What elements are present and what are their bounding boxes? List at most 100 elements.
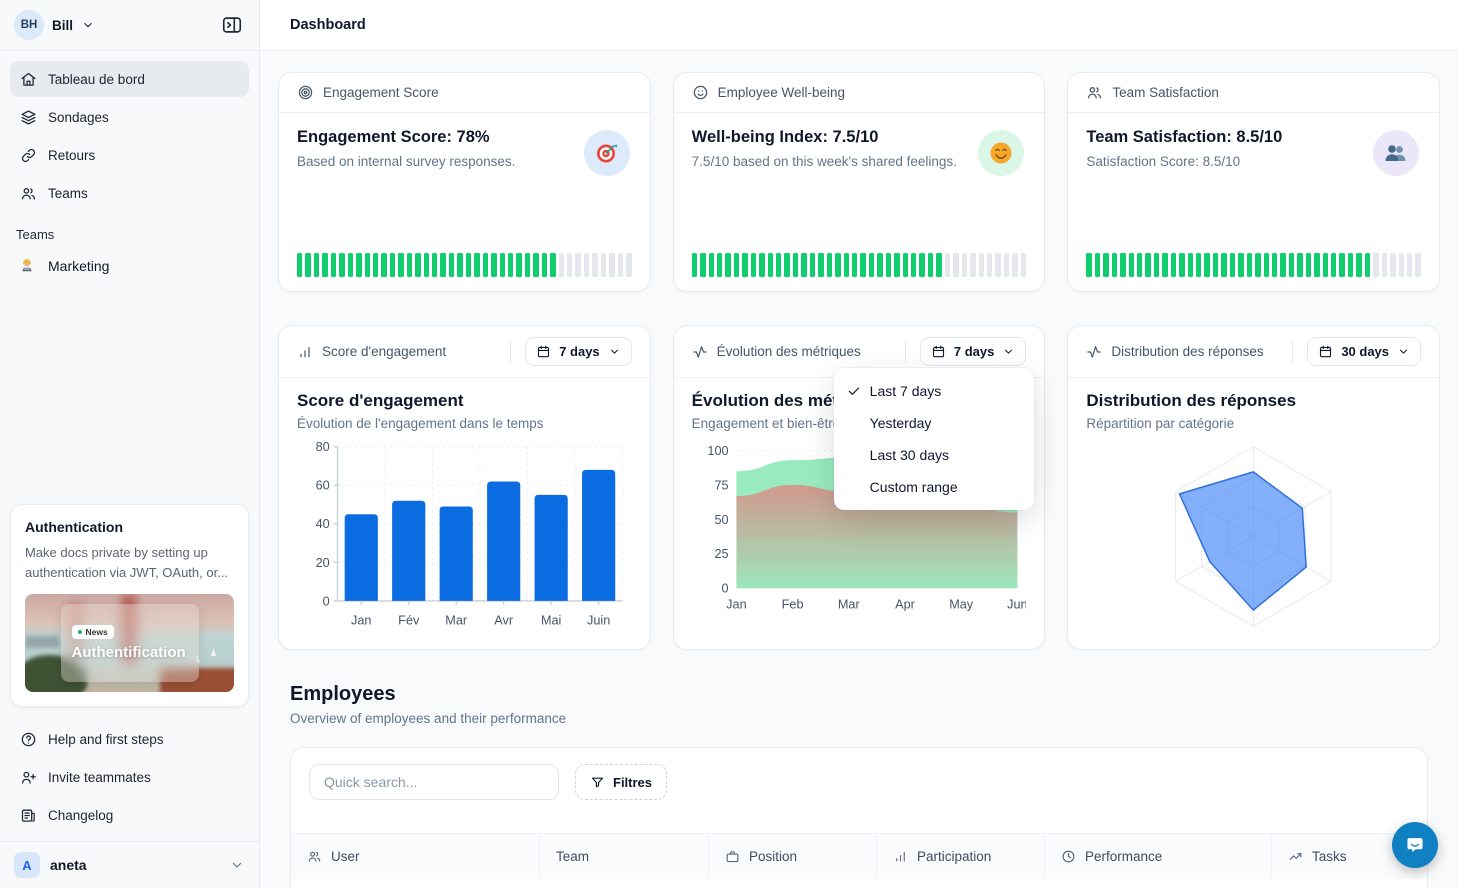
account-name: aneta (50, 857, 87, 873)
briefcase-icon (725, 849, 740, 864)
svg-text:80: 80 (316, 440, 330, 454)
date-range-button[interactable]: 7 days (919, 337, 1027, 366)
employees-section: Employees Overview of employees and thei… (290, 683, 1428, 888)
sidebar-divider (0, 50, 259, 51)
svg-text:Mar: Mar (445, 613, 468, 627)
card-header-label: Score d'engagement (322, 344, 447, 359)
date-range-button[interactable]: 30 days (1307, 337, 1422, 366)
help-circle-icon (20, 731, 37, 748)
filters-button[interactable]: Filtres (575, 764, 668, 800)
card-header-label: Team Satisfaction (1112, 85, 1219, 100)
chevron-down-icon (1397, 345, 1410, 358)
sidebar-item-label: Marketing (48, 258, 110, 274)
chart-subtitle: Répartition par catégorie (1086, 416, 1235, 431)
metrics-evolution-chart-card: Évolution des métriques 7 days Évolution… (672, 325, 1046, 650)
sidebar-item-label: Retours (48, 147, 96, 163)
calendar-icon (536, 344, 551, 359)
svg-text:May: May (949, 598, 974, 612)
column-header-participation[interactable]: Participation (876, 834, 1044, 879)
metric-subtitle: Satisfaction Score: 8.5/10 (1086, 154, 1241, 169)
menu-item-last-30-days[interactable]: Last 30 days (834, 439, 1034, 471)
sidebar-item-marketing[interactable]: Marketing (0, 248, 259, 284)
home-icon (20, 71, 37, 88)
content: Engagement Score Engagement Score: 78% B… (260, 51, 1458, 888)
date-range-value: 30 days (1341, 344, 1390, 359)
metric-subtitle: 7.5/10 based on this week's shared feeli… (691, 154, 957, 169)
column-header-label: Participation (917, 849, 992, 864)
authentication-promo-card[interactable]: Authentication Make docs private by sett… (10, 504, 249, 707)
users-icon (20, 185, 37, 202)
chart-subtitle: Évolution de l'engagement dans le temps (297, 416, 544, 431)
column-header-position[interactable]: Position (708, 834, 876, 879)
account-menu[interactable]: A aneta (0, 842, 259, 888)
svg-text:75: 75 (714, 478, 728, 492)
sidebar-item-help-and-first-steps[interactable]: Help and first steps (10, 721, 249, 757)
collapse-sidebar-button[interactable] (217, 10, 247, 40)
layers-icon (20, 109, 37, 126)
promo-image-title: Authentification (71, 644, 186, 661)
sidebar-item-sondages[interactable]: Sondages (10, 99, 249, 135)
menu-item-custom-range[interactable]: Custom range (834, 471, 1034, 503)
date-range-button[interactable]: 7 days (525, 337, 632, 366)
sidebar-item-label: Help and first steps (48, 731, 164, 747)
promo-overlay-card: News Authentification (60, 604, 199, 682)
menu-item-label: Last 7 days (869, 383, 942, 399)
responses-radar-chart (1175, 446, 1332, 627)
link-icon (20, 147, 37, 164)
workspace-switcher[interactable]: BH Bill (14, 10, 95, 40)
workspace-avatar: BH (14, 10, 44, 40)
card-header-label: Employee Well-being (717, 85, 845, 100)
menu-item-last-7-days[interactable]: Last 7 days (834, 375, 1034, 407)
svg-text:Avr: Avr (494, 613, 514, 627)
sidebar-nav: Tableau de bord Sondages Retours Teams (0, 51, 259, 213)
chevron-down-icon (229, 857, 245, 873)
svg-text:0: 0 (721, 582, 728, 596)
chevron-down-icon (608, 345, 621, 358)
sidebar-item-label: Invite teammates (48, 769, 151, 785)
satisfaction-progress-bar (1086, 253, 1421, 277)
menu-item-label: Custom range (869, 479, 958, 495)
svg-text:100: 100 (707, 444, 728, 458)
chart-subtitle: Engagement et bien-être (691, 416, 841, 431)
sidebar-item-tableau-de-bord[interactable]: Tableau de bord (10, 61, 249, 97)
wellbeing-card: Employee Well-being Well-being Index: 7.… (672, 72, 1046, 292)
svg-text:Mai: Mai (541, 613, 561, 627)
column-header-user[interactable]: User (291, 834, 539, 879)
chat-launcher-button[interactable] (1392, 822, 1438, 868)
workspace-name: Bill (52, 17, 74, 33)
svg-text:Apr: Apr (895, 598, 915, 612)
funnel-icon (590, 775, 605, 790)
sidebar-item-invite-teammates[interactable]: Invite teammates (10, 759, 249, 795)
sidebar-item-changelog[interactable]: Changelog (10, 797, 249, 833)
column-header-team[interactable]: Team (539, 834, 708, 879)
check-icon (846, 383, 862, 399)
column-header-tasks[interactable]: Tasks (1271, 834, 1427, 879)
employees-title: Employees (290, 683, 396, 705)
sidebar-item-label: Teams (48, 185, 88, 201)
news-badge: News (71, 625, 114, 639)
sidebar-item-retours[interactable]: Retours (10, 137, 249, 173)
team-satisfaction-card: Team Satisfaction Team Satisfaction: 8.5… (1067, 72, 1441, 292)
trending-up-icon (1288, 849, 1303, 864)
page-header: Dashboard (260, 0, 1458, 51)
menu-item-yesterday[interactable]: Yesterday (834, 407, 1034, 439)
bar-chart-icon (893, 849, 908, 864)
sidebar: BH Bill Tableau de bord Sondages Retours Te… (0, 0, 260, 888)
user-plus-icon (20, 769, 37, 786)
metric-title: Team Satisfaction: 8.5/10 (1086, 128, 1283, 146)
column-header-performance[interactable]: Performance (1044, 834, 1271, 879)
filters-label: Filtres (613, 774, 653, 790)
search-input[interactable] (309, 764, 559, 800)
date-range-value: 7 days (953, 344, 995, 359)
date-range-value: 7 days (559, 344, 600, 359)
promo-title: Authentication (25, 519, 123, 535)
metric-title: Engagement Score: 78% (297, 128, 490, 146)
sidebar-item-teams[interactable]: Teams (10, 175, 249, 211)
target-icon (297, 84, 314, 101)
svg-text:0: 0 (323, 594, 330, 608)
chart-title: Distribution des réponses (1086, 391, 1297, 410)
employees-table-card: Filtres User Team Position Participation Per… (290, 747, 1428, 888)
panel-collapse-icon (221, 14, 243, 36)
svg-text:25: 25 (714, 547, 728, 561)
technologist-emoji (18, 257, 36, 275)
